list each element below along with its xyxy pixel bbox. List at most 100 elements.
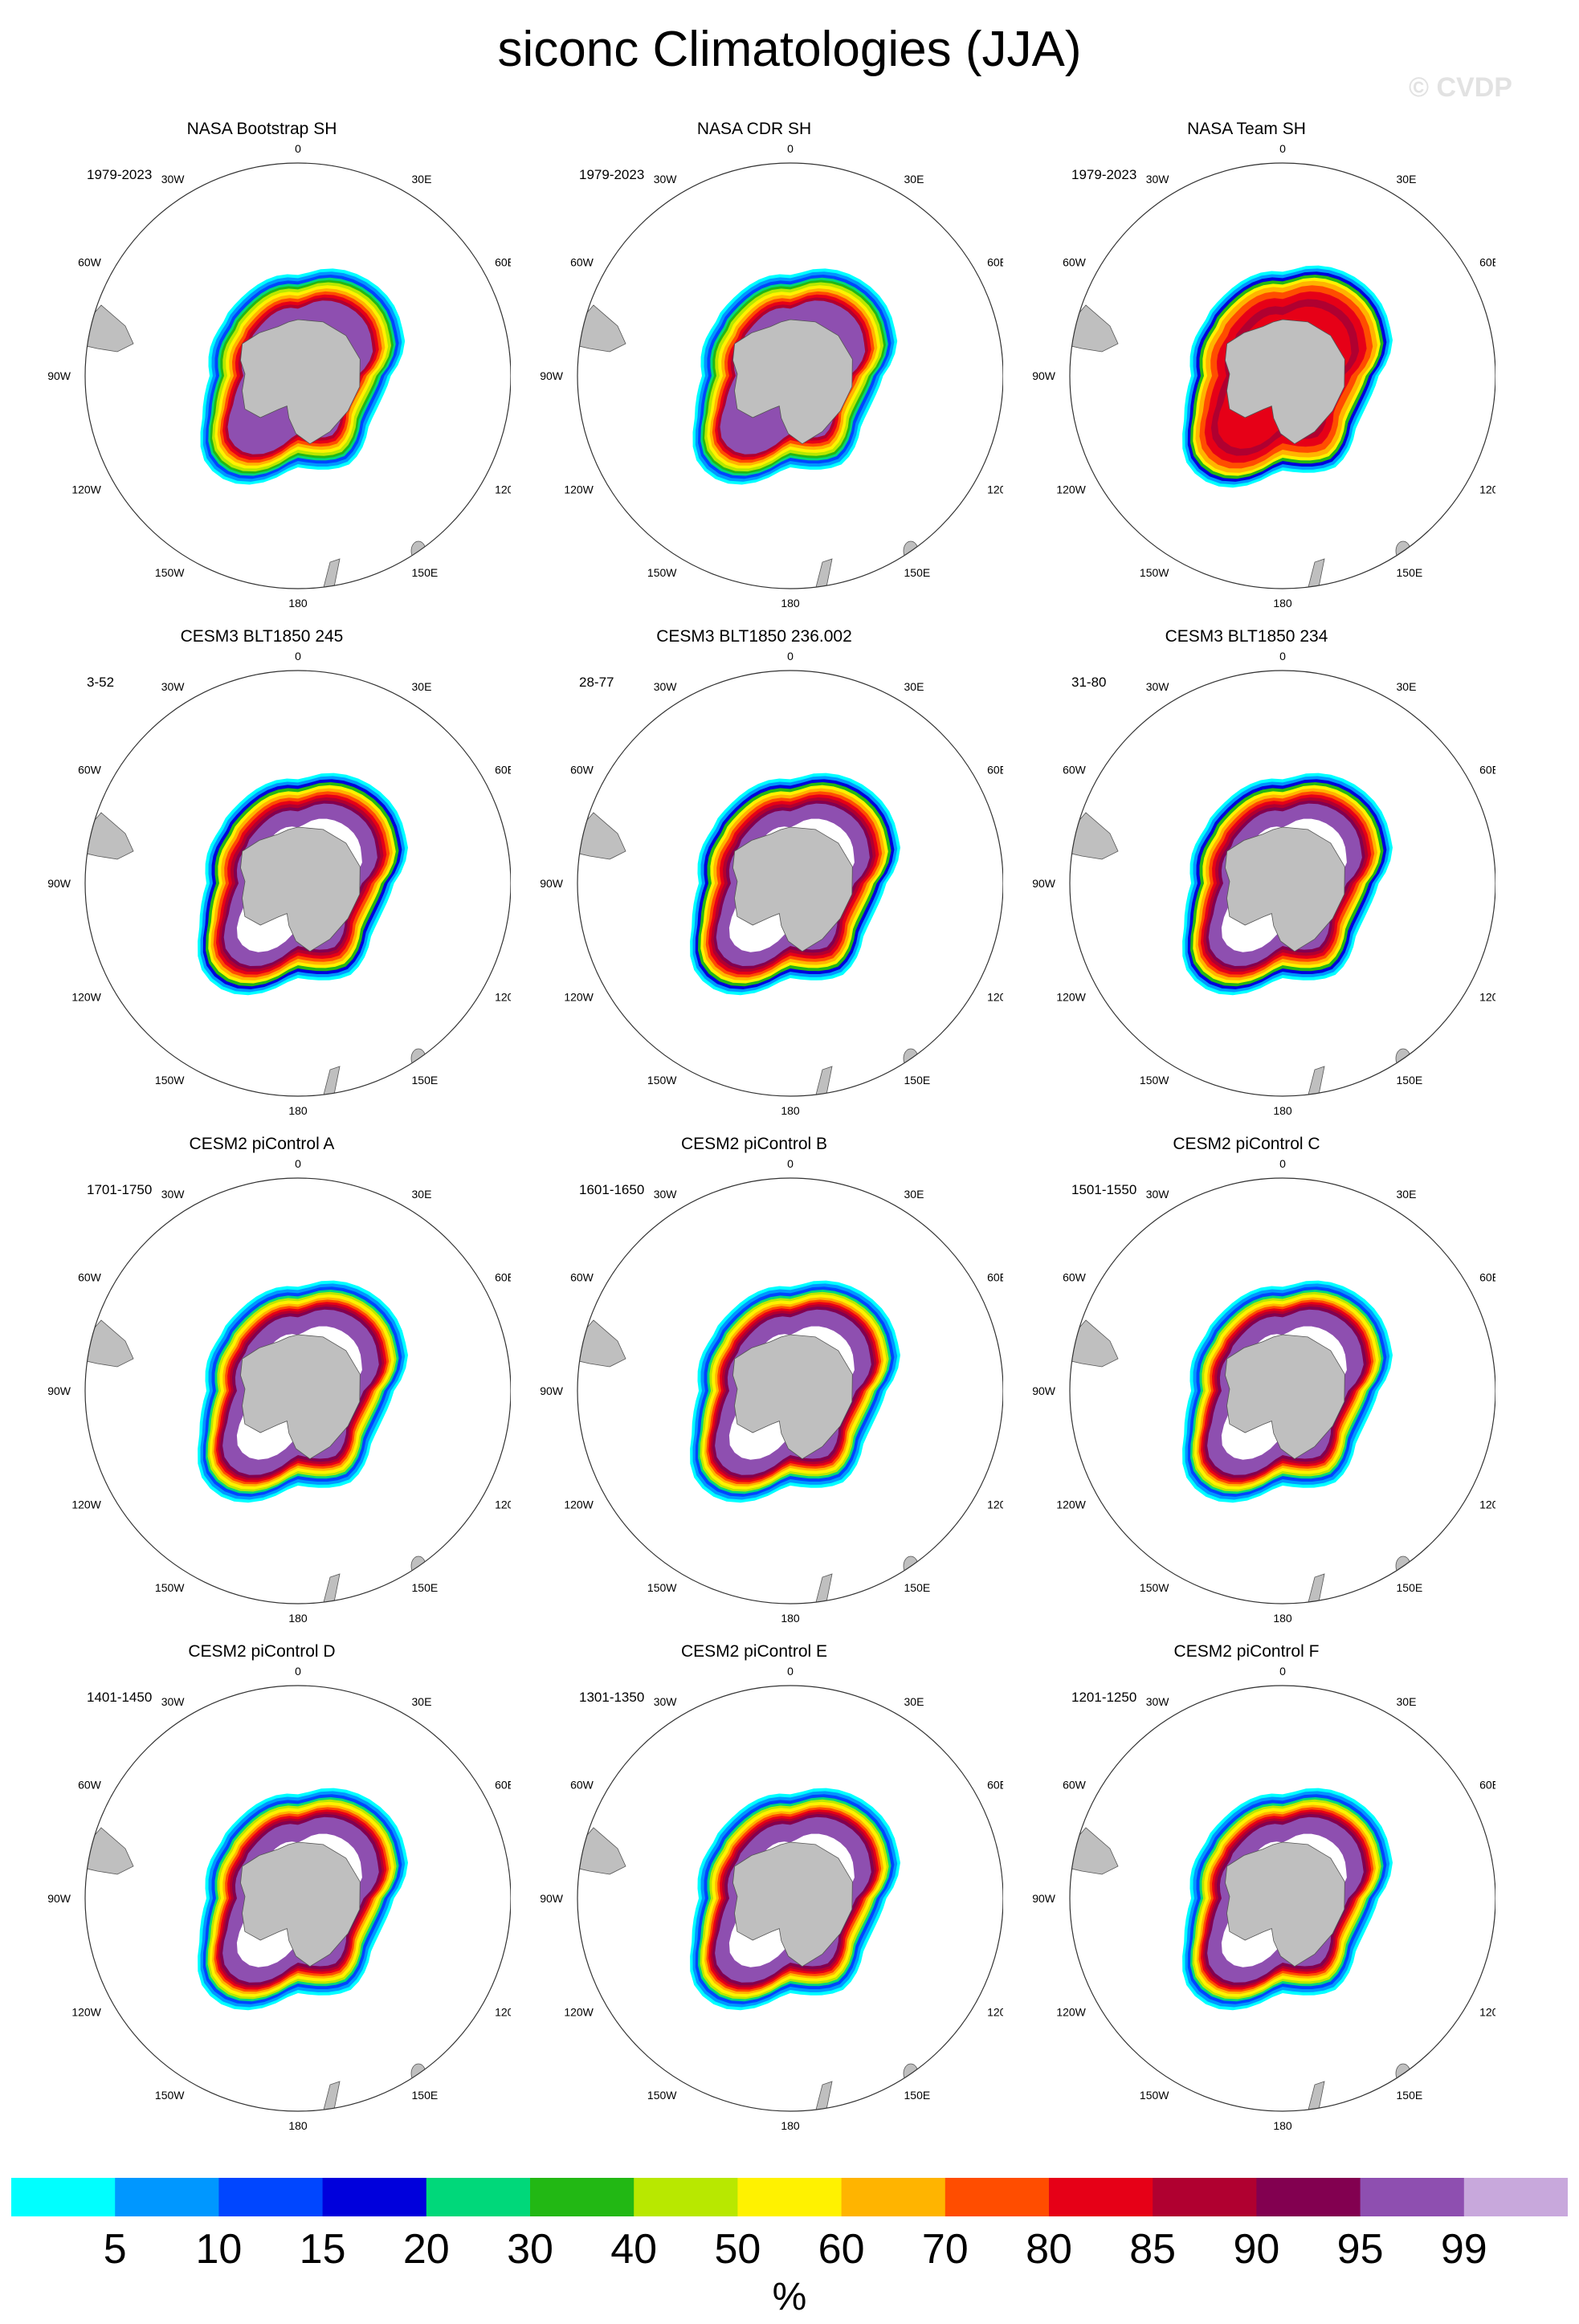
map-panel: 030E60E90E120E150E180150W120W90W60W30WCE… [13,626,511,1132]
panel-title: CESM3 BLT1850 234 [1165,627,1328,646]
longitude-label: 120E [1479,2006,1495,2019]
longitude-label: 90W [540,1384,564,1397]
longitude-label: 120W [71,1498,101,1511]
antarctica-landmass [1225,826,1345,952]
colorbar-swatch [634,2178,738,2216]
map-panel: 030E60E90E120E150E180150W120W90W60W30WCE… [505,1641,1003,2147]
map-panel: 030E60E90E120E150E180150W120W90W60W30WNA… [505,119,1003,625]
map-panel: 030E60E90E120E150E180150W120W90W60W30WCE… [505,1134,1003,1640]
longitude-label: 60E [1479,256,1495,269]
longitude-label: 30W [161,1695,186,1708]
map-border [577,1177,1003,1604]
map-panel: 030E60E90E120E150E180150W120W90W60W30WCE… [998,1134,1495,1640]
south-america-landmass [577,812,626,860]
new-zealand-landmass [313,558,341,589]
longitude-label: 30W [654,1695,678,1708]
colorbar-tick-label: 70 [921,2226,969,2273]
longitude-label: 120W [1056,2006,1086,2019]
antarctica-landmass [240,826,361,952]
panel-period: 1601-1650 [579,1182,645,1197]
longitude-label: 150W [1140,1074,1169,1087]
longitude-label: 30W [654,1188,678,1201]
longitude-label: 60W [78,1271,102,1284]
longitude-label: 0 [295,650,301,663]
longitude-label: 60E [987,256,1003,269]
longitude-label: 150E [904,1581,931,1594]
colorbar-swatch [426,2178,531,2216]
longitude-label: 30W [161,173,186,186]
longitude-label: 150E [412,1074,439,1087]
antarctica-landmass [240,1841,361,1967]
watermark: © CVDP [1409,72,1512,103]
longitude-label: 180 [781,2119,800,2132]
colorbar-tick-label: 99 [1440,2226,1487,2273]
longitude-label: 60E [987,1271,1003,1284]
colorbar-tick-label: 95 [1336,2226,1384,2273]
longitude-label: 150E [1397,1581,1423,1594]
longitude-label: 0 [787,1157,794,1170]
longitude-label: 60W [78,764,102,777]
colorbar-tick-label: 20 [402,2226,450,2273]
longitude-label: 30E [904,173,924,186]
colorbar-swatch [737,2178,843,2216]
map-border [577,1685,1003,2112]
longitude-label: 120W [71,991,101,1004]
longitude-label: 120E [1479,483,1495,496]
longitude-label: 90W [1032,369,1056,382]
colorbar-tick-label: 85 [1129,2226,1177,2273]
map-border [84,162,511,589]
longitude-label: 180 [1273,1612,1292,1625]
south-america-landmass [85,304,134,353]
antarctica-landmass [732,1841,853,1967]
longitude-label: 0 [295,1157,301,1170]
longitude-label: 60E [1479,1271,1495,1284]
longitude-label: 0 [1279,142,1286,155]
longitude-label: 120E [495,1498,511,1511]
longitude-label: 30W [161,680,186,693]
south-america-landmass [85,1319,134,1368]
map-panel: 030E60E90E120E150E180150W120W90W60W30WCE… [13,1134,511,1640]
longitude-label: 60E [1479,1779,1495,1792]
panel-title: CESM3 BLT1850 236.002 [656,627,852,646]
polar-map: 030E60E90E120E150E180150W120W90W60W30W [47,1157,511,1625]
longitude-label: 30E [1397,173,1417,186]
longitude-label: 150E [1397,566,1423,579]
polar-map: 030E60E90E120E150E180150W120W90W60W30W [1032,650,1495,1117]
longitude-label: 60W [570,1779,594,1792]
longitude-label: 120W [564,1498,594,1511]
map-border [84,1685,511,2112]
map-border [1069,1685,1495,2112]
longitude-label: 30W [1146,173,1170,186]
longitude-label: 120E [987,991,1003,1004]
longitude-label: 180 [781,597,800,610]
longitude-label: 90W [47,369,71,382]
longitude-label: 120E [987,2006,1003,2019]
longitude-label: 0 [295,142,301,155]
panel-title: NASA Bootstrap SH [186,120,337,138]
colorbar-tick-label: 10 [195,2226,243,2273]
panel-title: CESM2 piControl D [188,1642,336,1661]
polar-map: 030E60E90E120E150E180150W120W90W60W30W [47,650,511,1117]
colorbar-swatch [530,2178,634,2216]
panel-period: 1979-2023 [87,167,153,182]
longitude-label: 60E [495,1271,511,1284]
longitude-label: 30E [412,173,432,186]
new-zealand-landmass [806,1066,833,1096]
longitude-label: 150W [1140,566,1169,579]
longitude-label: 120E [1479,1498,1495,1511]
longitude-label: 120E [1479,991,1495,1004]
map-border [1069,162,1495,589]
longitude-label: 30E [904,680,924,693]
colorbar-tick-label: 80 [1026,2226,1072,2273]
polar-map: 030E60E90E120E150E180150W120W90W60W30W [540,650,1003,1117]
map-border [84,1177,511,1604]
antarctica-landmass [1225,319,1345,445]
longitude-label: 90W [540,1892,564,1905]
longitude-label: 0 [1279,1665,1286,1678]
colorbar-labels: 5 10 15 20 30 40 50 60 70 80 85 90 95 99 [0,2224,1579,2281]
longitude-label: 60E [495,1779,511,1792]
colorbar-tick-label: 50 [714,2226,761,2273]
longitude-label: 120E [495,483,511,496]
polar-map: 030E60E90E120E150E180150W120W90W60W30W [540,142,1003,610]
panel-period: 1201-1250 [1071,1690,1137,1705]
